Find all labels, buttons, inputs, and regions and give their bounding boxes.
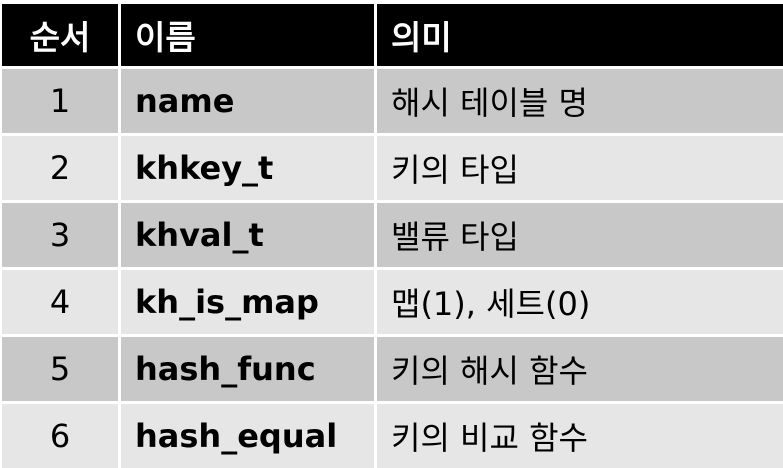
- row-5-order: 5: [2, 337, 118, 401]
- row-3-order: 3: [2, 203, 118, 267]
- row-1-order: 1: [2, 69, 118, 133]
- row-4-meaning: 맵(1), 세트(0): [377, 270, 783, 334]
- row-1-name: name: [121, 69, 374, 133]
- header-meaning: 의미: [377, 4, 783, 66]
- parameter-table: 순서 이름 의미 1 name 해시 테이블 명 2 khkey_t 키의 타입…: [2, 4, 783, 468]
- row-4-order: 4: [2, 270, 118, 334]
- row-2-order: 2: [2, 136, 118, 200]
- row-6-meaning: 키의 비교 함수: [377, 404, 783, 468]
- row-5-name: hash_func: [121, 337, 374, 401]
- row-5-meaning: 키의 해시 함수: [377, 337, 783, 401]
- header-order: 순서: [2, 4, 118, 66]
- row-3-meaning: 밸류 타입: [377, 203, 783, 267]
- row-1-meaning: 해시 테이블 명: [377, 69, 783, 133]
- row-3-name: khval_t: [121, 203, 374, 267]
- row-4-name: kh_is_map: [121, 270, 374, 334]
- row-6-name: hash_equal: [121, 404, 374, 468]
- row-2-name: khkey_t: [121, 136, 374, 200]
- header-name: 이름: [121, 4, 374, 66]
- row-6-order: 6: [2, 404, 118, 468]
- row-2-meaning: 키의 타입: [377, 136, 783, 200]
